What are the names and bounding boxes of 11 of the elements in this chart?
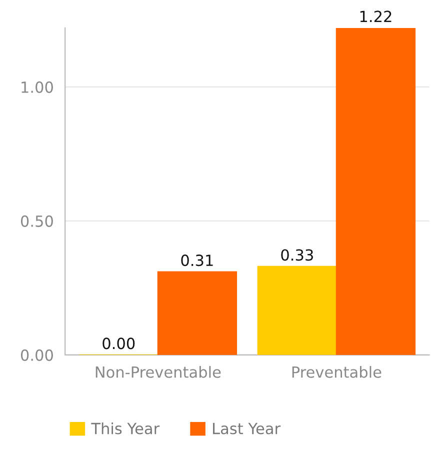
data-label: 0.33 bbox=[281, 249, 313, 261]
y-tick-label: 1.00 bbox=[22, 81, 53, 93]
data-label: 0.00 bbox=[102, 338, 135, 350]
legend-label: Last Year bbox=[213, 422, 281, 434]
x-tick-label: Preventable bbox=[292, 366, 382, 378]
data-label: 0.31 bbox=[181, 254, 213, 266]
data-label: 1.22 bbox=[360, 10, 392, 22]
y-tick-label: 0.00 bbox=[20, 349, 53, 361]
x-tick-label: Non-Preventable bbox=[96, 366, 221, 378]
y-tick-label: 0.50 bbox=[20, 215, 53, 227]
legend-label: This Year bbox=[91, 422, 160, 434]
